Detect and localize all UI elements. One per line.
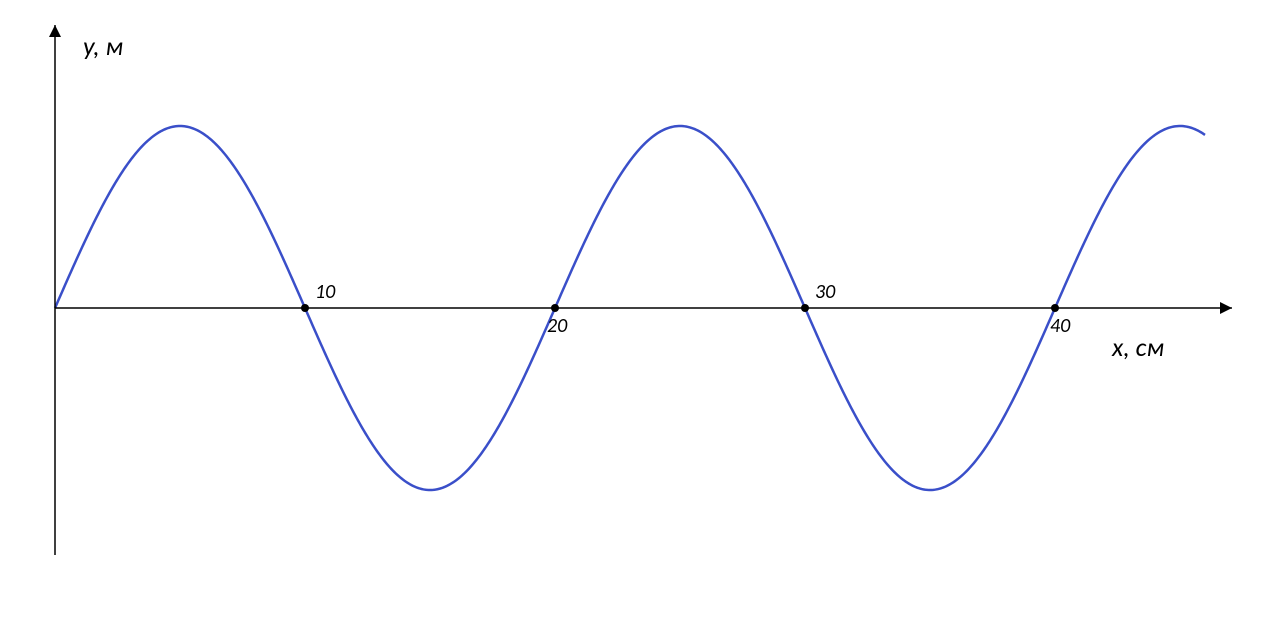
x-tick-label: 10: [315, 280, 336, 304]
wave-chart: 10 20 30 40 y, м x, см: [0, 0, 1262, 620]
x-tick-label: 20: [547, 314, 568, 338]
y-axis-label: y, м: [83, 30, 123, 62]
x-axis-label: x, см: [1111, 331, 1164, 363]
x-tick-dot: [551, 304, 559, 312]
y-axis-arrowhead: [49, 25, 61, 37]
chart-svg: 10 20 30 40 y, м x, см: [0, 0, 1262, 620]
x-tick-label: 30: [815, 280, 836, 304]
x-tick-dot: [301, 304, 309, 312]
x-tick-dot: [1051, 304, 1059, 312]
x-tick-label: 40: [1050, 314, 1071, 338]
x-axis-arrowhead: [1220, 302, 1232, 314]
x-tick-dot: [801, 304, 809, 312]
